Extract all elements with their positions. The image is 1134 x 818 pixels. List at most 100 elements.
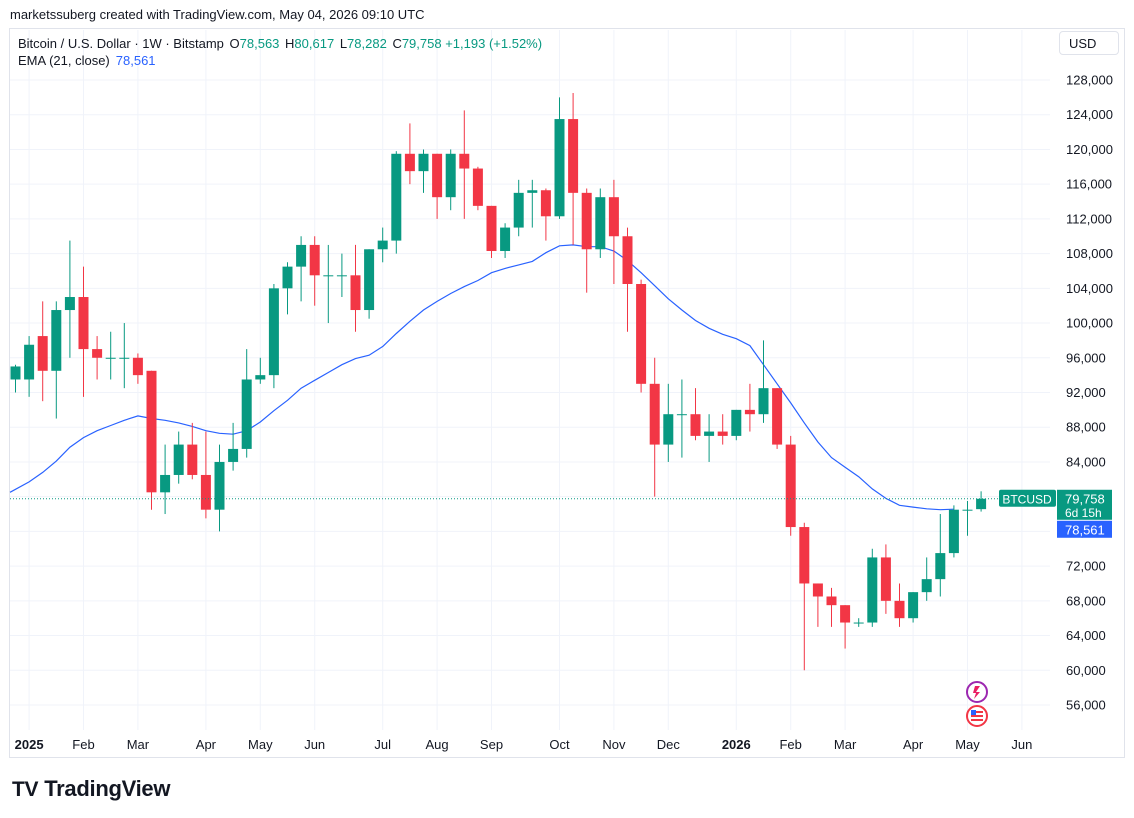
- candle-down[interactable]: [690, 388, 701, 441]
- candle-up[interactable]: [336, 253, 347, 298]
- change-value: +1,193 (+1.52%): [445, 36, 543, 51]
- candle-up[interactable]: [853, 618, 864, 627]
- candle-body: [867, 557, 878, 623]
- ema-price-bg: [1057, 520, 1112, 538]
- candle-up[interactable]: [119, 323, 130, 389]
- candle-body: [948, 509, 959, 554]
- candle-down[interactable]: [459, 110, 470, 219]
- candle-up[interactable]: [976, 491, 987, 512]
- chart-caption: marketssuberg created with TradingView.c…: [10, 7, 425, 22]
- x-tick-label: Nov: [602, 737, 626, 752]
- x-tick-label: 2025: [15, 737, 44, 752]
- candle-up[interactable]: [296, 236, 307, 302]
- candle-up[interactable]: [24, 336, 35, 397]
- candle-up[interactable]: [513, 179, 524, 237]
- candle-up[interactable]: [214, 444, 225, 532]
- currency-button[interactable]: USD: [1059, 31, 1119, 55]
- candle-down[interactable]: [608, 179, 619, 284]
- candle-up[interactable]: [228, 422, 239, 471]
- candle-up[interactable]: [704, 414, 715, 462]
- candle-up[interactable]: [51, 301, 62, 419]
- high-value: 80,617: [294, 36, 335, 51]
- candle-up[interactable]: [935, 514, 946, 597]
- candle-down[interactable]: [472, 166, 483, 211]
- candle-down[interactable]: [840, 605, 851, 649]
- candle-down[interactable]: [200, 431, 211, 519]
- candle-down[interactable]: [146, 370, 157, 510]
- candle-down[interactable]: [350, 244, 361, 332]
- candle-down[interactable]: [649, 357, 660, 497]
- candle-down[interactable]: [132, 353, 143, 384]
- candle-up[interactable]: [64, 240, 75, 358]
- us-economic-event-icon[interactable]: [966, 705, 988, 727]
- candle-up[interactable]: [948, 505, 959, 558]
- x-tick-label: Jun: [1011, 737, 1032, 752]
- candle-down[interactable]: [568, 93, 579, 245]
- candle-body: [187, 444, 198, 475]
- candle-up[interactable]: [323, 244, 334, 324]
- candle-up[interactable]: [418, 149, 429, 193]
- candle-up[interactable]: [10, 364, 21, 393]
- candle-body: [200, 474, 211, 510]
- candle-down[interactable]: [785, 435, 796, 536]
- candle-down[interactable]: [404, 123, 415, 185]
- candle-up[interactable]: [268, 283, 279, 389]
- candle-down[interactable]: [540, 188, 551, 241]
- candle-down[interactable]: [717, 414, 728, 445]
- ema-line[interactable]: [9, 244, 954, 511]
- candle-up[interactable]: [676, 379, 687, 458]
- candle-body: [309, 244, 320, 276]
- candle-up[interactable]: [364, 249, 375, 319]
- candle-down[interactable]: [622, 227, 633, 332]
- candle-up[interactable]: [391, 151, 402, 254]
- candle-up[interactable]: [500, 223, 511, 258]
- earnings-event-icon[interactable]: [966, 681, 988, 703]
- candle-down[interactable]: [309, 236, 320, 306]
- candle-up[interactable]: [962, 501, 973, 536]
- candle-down[interactable]: [92, 336, 103, 380]
- candle-up[interactable]: [663, 383, 674, 462]
- candle-body: [350, 275, 361, 311]
- candle-body: [908, 592, 919, 619]
- candle-body: [799, 527, 810, 584]
- candle-down[interactable]: [187, 422, 198, 480]
- candle-down[interactable]: [581, 188, 592, 293]
- candle-up[interactable]: [173, 431, 184, 484]
- ema-legend-row[interactable]: EMA (21, close) 78,561: [18, 52, 542, 69]
- candle-up[interactable]: [908, 592, 919, 623]
- candle-up[interactable]: [731, 409, 742, 441]
- symbol-legend-row[interactable]: Bitcoin / U.S. Dollar · 1W · Bitstamp O7…: [18, 35, 542, 52]
- candle-up[interactable]: [241, 349, 252, 458]
- candle-up[interactable]: [105, 331, 116, 380]
- candle-body: [636, 283, 647, 384]
- candle-down[interactable]: [37, 301, 48, 402]
- candle-down[interactable]: [432, 153, 443, 219]
- candle-up[interactable]: [595, 188, 606, 258]
- candle-up[interactable]: [445, 149, 456, 211]
- candle-down[interactable]: [486, 205, 497, 258]
- x-tick-label: Jul: [374, 737, 391, 752]
- candle-up[interactable]: [921, 557, 932, 601]
- candle-up[interactable]: [255, 357, 266, 384]
- candle-up[interactable]: [282, 262, 293, 315]
- candle-up[interactable]: [527, 179, 538, 228]
- candle-body: [323, 275, 334, 277]
- candle-down[interactable]: [799, 522, 810, 671]
- high-label: H: [285, 36, 295, 51]
- tradingview-logo[interactable]: TV TradingView: [12, 776, 170, 802]
- candle-down[interactable]: [636, 279, 647, 393]
- candle-down[interactable]: [826, 587, 837, 627]
- candle-up[interactable]: [377, 227, 388, 263]
- candle-down[interactable]: [772, 388, 783, 449]
- candle-down[interactable]: [894, 583, 905, 627]
- candle-up[interactable]: [554, 97, 565, 219]
- candle-down[interactable]: [78, 266, 89, 397]
- candle-body: [826, 596, 837, 606]
- candle-down[interactable]: [812, 583, 823, 627]
- candle-up[interactable]: [160, 444, 171, 515]
- candle-up[interactable]: [867, 548, 878, 627]
- candle-down[interactable]: [880, 544, 891, 614]
- candle-up[interactable]: [758, 340, 769, 423]
- candle-down[interactable]: [744, 383, 755, 432]
